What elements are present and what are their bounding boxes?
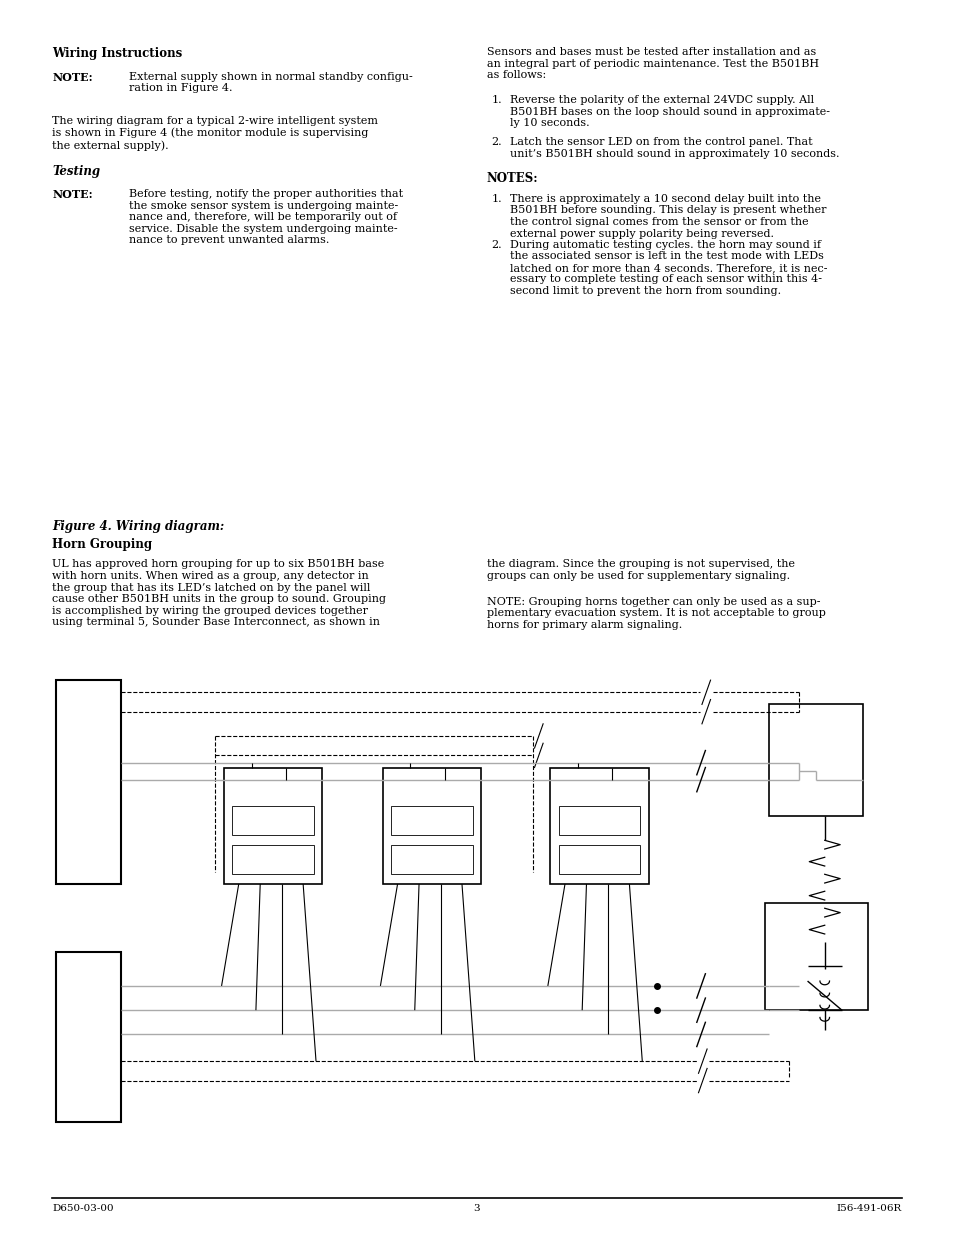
Text: NOTE: Grouping horns together can only be used as a sup-
plementary evacuation s: NOTE: Grouping horns together can only b… — [486, 597, 824, 630]
Bar — [391, 806, 472, 835]
Text: NOTES:: NOTES: — [486, 172, 537, 185]
Text: 3: 3 — [474, 1204, 479, 1213]
Text: There is approximately a 10 second delay built into the
B501BH before sounding. : There is approximately a 10 second delay… — [510, 194, 826, 238]
Text: UL has approved horn grouping for up to six B501BH base
with horn units. When wi: UL has approved horn grouping for up to … — [52, 559, 386, 627]
Text: 2.: 2. — [491, 137, 501, 147]
Bar — [56, 680, 121, 884]
Text: Horn Grouping: Horn Grouping — [52, 538, 152, 552]
Text: 1.: 1. — [491, 194, 501, 204]
Text: Testing: Testing — [52, 165, 100, 179]
Bar — [549, 767, 648, 884]
Text: Figure 4. Wiring diagram:: Figure 4. Wiring diagram: — [52, 520, 225, 534]
Bar — [558, 845, 639, 874]
Text: NOTE:: NOTE: — [52, 189, 93, 200]
Text: 1.: 1. — [491, 95, 501, 105]
Text: Latch the sensor LED on from the control panel. That
unit’s B501BH should sound : Latch the sensor LED on from the control… — [510, 137, 839, 158]
Text: Sensors and bases must be tested after installation and as
an integral part of p: Sensors and bases must be tested after i… — [486, 47, 818, 80]
Text: D650-03-00: D650-03-00 — [52, 1204, 114, 1213]
Bar — [223, 767, 322, 884]
Bar — [56, 952, 121, 1121]
Text: Reverse the polarity of the external 24VDC supply. All
B501BH bases on the loop : Reverse the polarity of the external 24V… — [510, 95, 829, 128]
Text: External supply shown in normal standby configu-
ration in Figure 4.: External supply shown in normal standby … — [129, 72, 412, 93]
Text: During automatic testing cycles. the horn may sound if
the associated sensor is : During automatic testing cycles. the hor… — [510, 240, 827, 296]
Text: NOTE:: NOTE: — [52, 72, 93, 83]
Text: I56-491-06R: I56-491-06R — [836, 1204, 901, 1213]
Bar — [763, 904, 866, 1010]
Bar — [233, 806, 314, 835]
Bar — [391, 845, 472, 874]
Text: The wiring diagram for a typical 2-wire intelligent system
is shown in Figure 4 : The wiring diagram for a typical 2-wire … — [52, 116, 378, 151]
Text: Wiring Instructions: Wiring Instructions — [52, 47, 183, 61]
Bar — [233, 845, 314, 874]
Bar — [558, 806, 639, 835]
Bar — [382, 767, 480, 884]
Text: 2.: 2. — [491, 240, 501, 249]
Text: the diagram. Since the grouping is not supervised, the
groups can only be used f: the diagram. Since the grouping is not s… — [486, 559, 794, 580]
Bar — [768, 704, 862, 816]
Text: Before testing, notify the proper authorities that
the smoke sensor system is un: Before testing, notify the proper author… — [129, 189, 402, 246]
